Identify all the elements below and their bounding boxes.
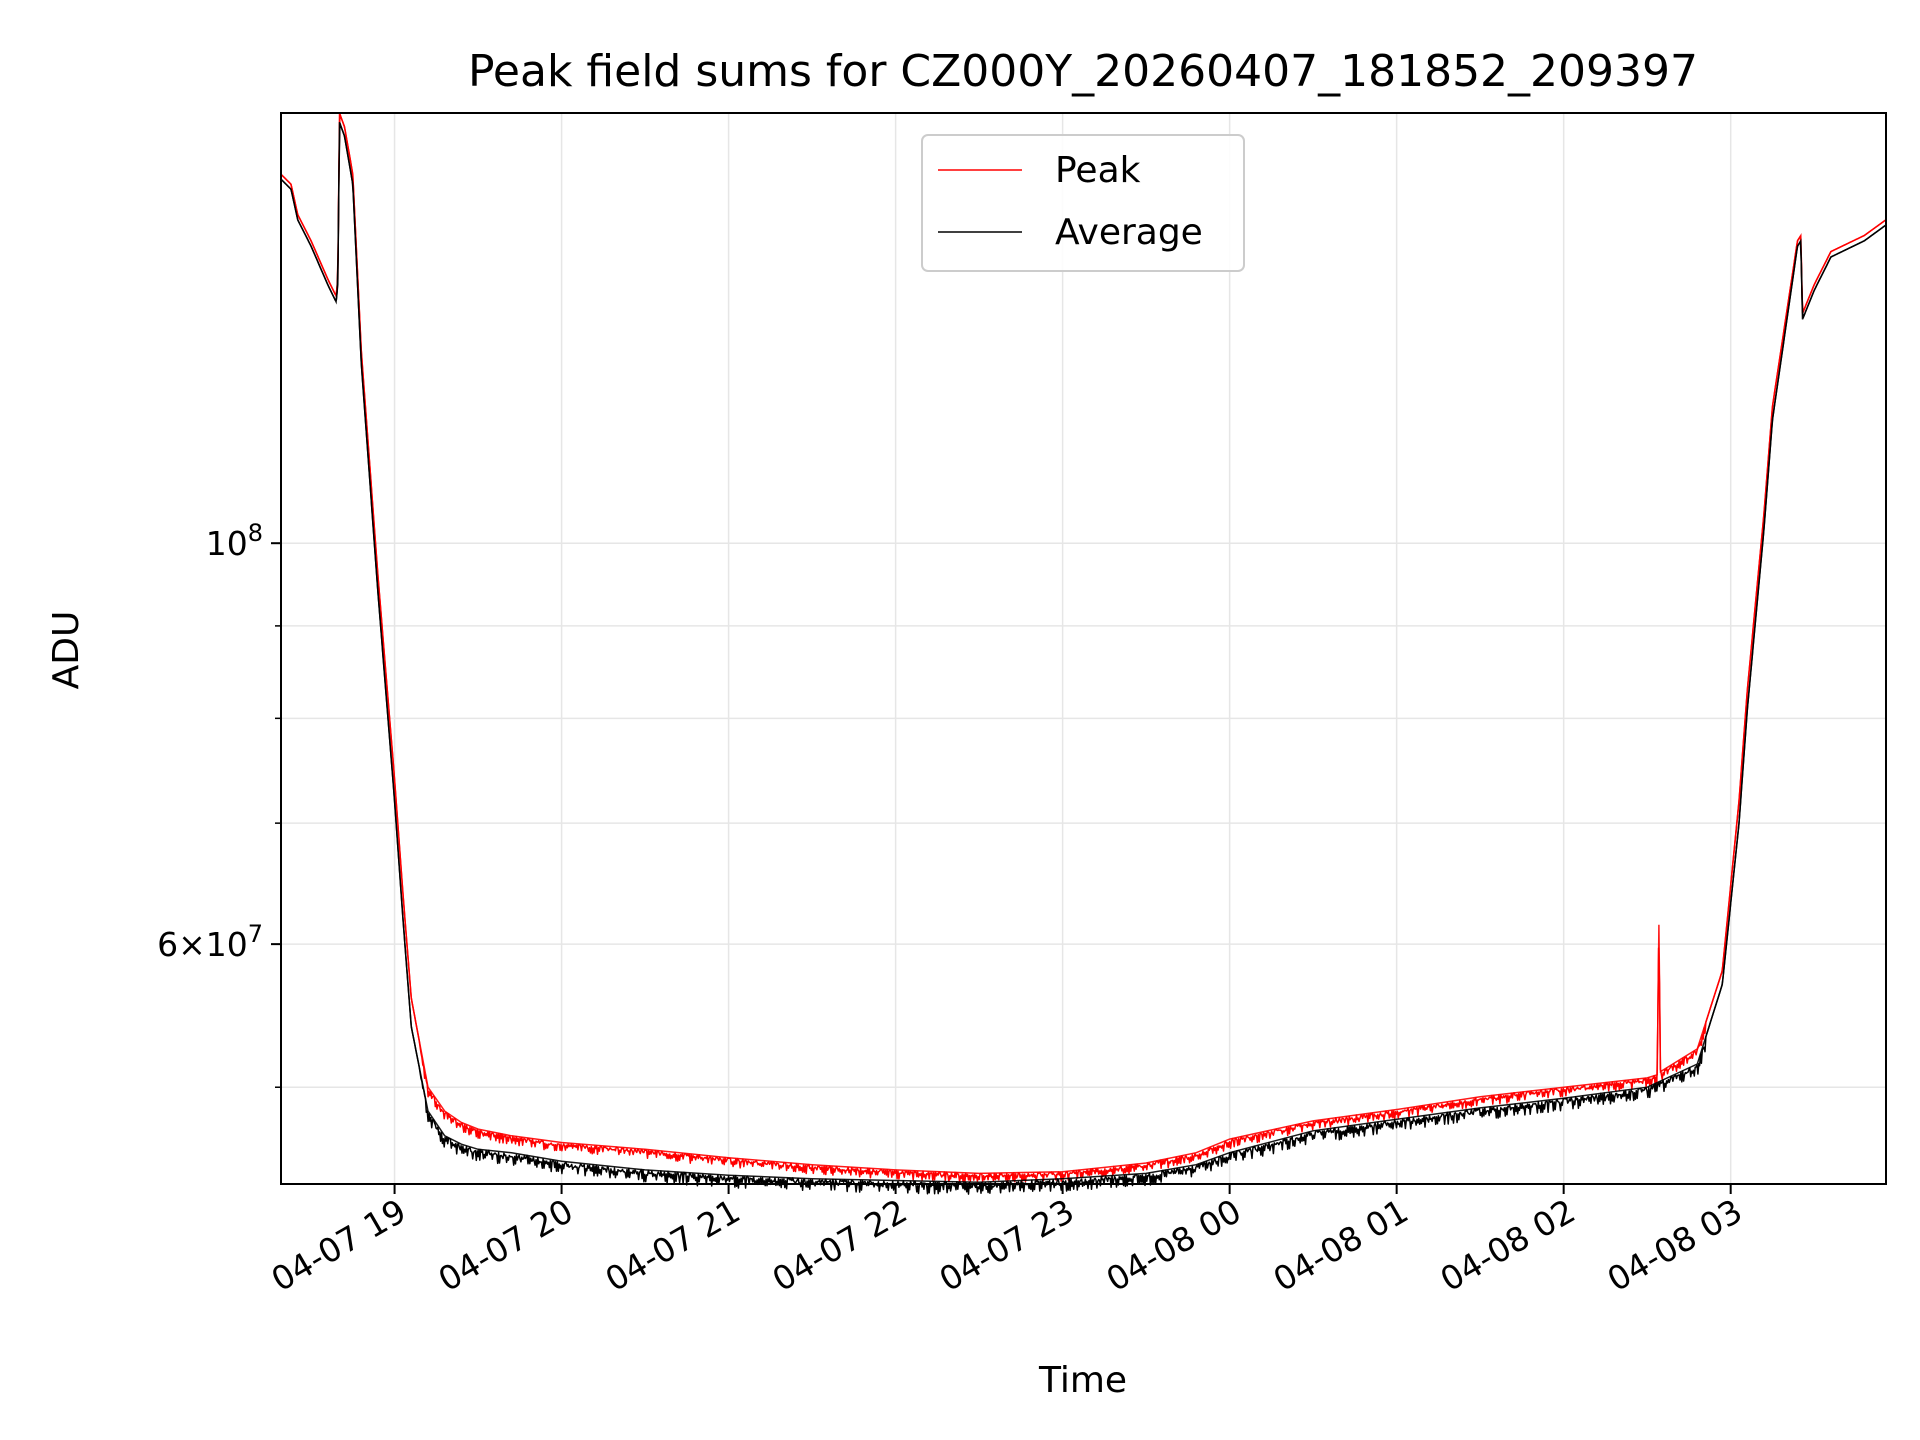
plot-frame (280, 112, 1887, 1185)
legend: Peak Average (921, 134, 1245, 272)
chart-title: Peak field sums for CZ000Y_20260407_1818… (468, 46, 1698, 97)
legend-peak-label: Peak (1055, 150, 1141, 191)
grid-lines (281, 113, 1886, 1184)
legend-box (921, 134, 1245, 272)
series-line-peak (280, 113, 1887, 1183)
y-axis-title: ADU (46, 611, 87, 690)
x-axis-title: Time (1038, 1360, 1127, 1401)
series-outline-peak (280, 112, 1887, 1175)
y-tick-label: 6×107 (157, 920, 263, 964)
legend-average-label: Average (1055, 212, 1203, 253)
series-outline-average (280, 121, 1887, 1183)
series-lines (280, 112, 1887, 1195)
series-line-average (280, 122, 1887, 1195)
